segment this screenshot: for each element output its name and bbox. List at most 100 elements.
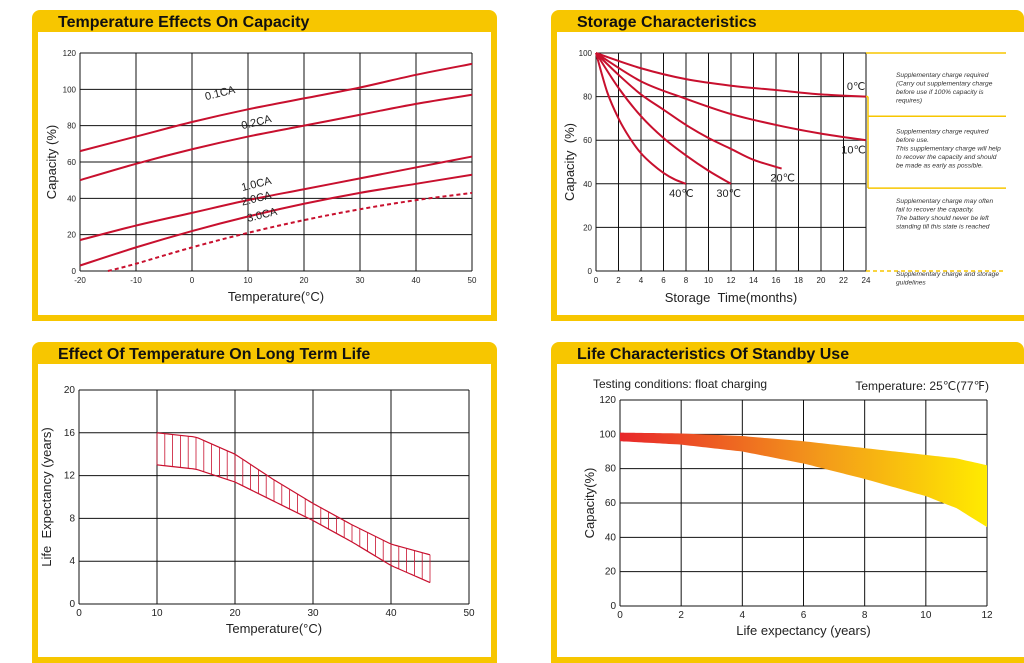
annotation-text: Supplementary charge may often [896, 198, 993, 205]
x-tick-label: 2 [616, 276, 621, 285]
x-tick-label: 18 [794, 276, 803, 285]
x-tick-label: 4 [639, 276, 644, 285]
panel-title: Effect Of Temperature On Long Term Life [58, 346, 371, 363]
capacity-band [620, 432, 987, 528]
x-tick-label: 0 [190, 276, 195, 285]
series-line [595, 52, 867, 98]
x-tick-label: 30 [356, 276, 365, 285]
temperature-capacity-chart: -20 -10 0 10 20 30 40 50 0 20 40 60 80 100 120 Temperat… [44, 49, 477, 304]
x-tick-label: 12 [981, 610, 993, 621]
annotation-text: guidelines [896, 280, 926, 287]
series-label: 40℃ [669, 188, 694, 200]
y-tick-label: 80 [605, 464, 617, 475]
x-axis-label: Storage Time(months) [665, 290, 797, 305]
series-line [79, 62, 473, 153]
y-tick-label: 80 [583, 93, 592, 102]
panel-frame [551, 32, 1024, 321]
y-tick-label: 100 [579, 49, 593, 58]
x-tick-label: 12 [727, 276, 736, 285]
y-tick-label: 8 [69, 513, 75, 524]
series-label: 3.0CA [246, 206, 279, 225]
x-tick-label: 0 [594, 276, 599, 285]
x-tick-label: 30 [307, 608, 319, 619]
annotation-text: (Carry out supplementary charge [896, 80, 993, 87]
x-tick-label: 22 [839, 276, 848, 285]
x-tick-label: 20 [300, 276, 309, 285]
x-axis-label: Temperature(°C) [226, 621, 322, 636]
y-tick-label: 40 [583, 180, 592, 189]
series-label: 0.2CA [240, 113, 273, 132]
y-tick-label: 100 [63, 85, 77, 94]
series-line [595, 52, 732, 185]
series-line [595, 52, 782, 170]
y-tick-label: 20 [605, 567, 617, 578]
y-axis-label: Capacity (%) [562, 123, 577, 201]
series-line [79, 173, 473, 267]
annotation-text: Supplementary charge required [896, 128, 989, 135]
x-tick-label: 8 [862, 610, 868, 621]
y-tick-label: 0 [72, 267, 77, 276]
x-tick-label: 14 [749, 276, 758, 285]
panel-frame [551, 364, 1024, 663]
panel-title: Storage Characteristics [577, 14, 757, 31]
series-label: 20℃ [770, 173, 795, 185]
x-tick-label: 4 [740, 610, 746, 621]
series-line [107, 191, 473, 272]
annotation-text: Supplementary charge required [896, 72, 989, 79]
x-tick-label: 6 [801, 610, 807, 621]
series-label: 0.1CA [204, 84, 237, 103]
series-label: 10℃ [841, 144, 866, 156]
annotation-text: fail to recover the capacity. [896, 207, 974, 214]
x-tick-label: 10 [704, 276, 713, 285]
y-tick-label: 20 [583, 223, 592, 232]
x-tick-label: 8 [684, 276, 689, 285]
x-tick-label: 24 [862, 276, 871, 285]
long-term-life-chart: 0 10 20 30 40 50 0 4 8 12 16 20 Temperature(°C) Life … [39, 385, 475, 636]
y-tick-label: 100 [599, 429, 616, 440]
x-tick-label: 0 [76, 608, 82, 619]
annotation-text: before use if 100% capacity is [896, 89, 984, 96]
x-tick-label: 40 [412, 276, 421, 285]
y-tick-label: 60 [583, 136, 592, 145]
y-axis-label: Life Expectancy (years) [39, 427, 54, 566]
panel-long-term-life: Effect Of Temperature On Long Term Life … [32, 342, 497, 663]
x-tick-label: 50 [463, 608, 475, 619]
y-tick-label: 80 [67, 122, 76, 131]
y-tick-label: 20 [64, 385, 76, 396]
test-condition-label: Testing conditions: float charging [593, 377, 767, 391]
series-line [595, 52, 867, 142]
y-tick-label: 40 [67, 194, 76, 203]
storage-chart: 0 2 4 6 8 10 12 14 16 18 20 22 24020406080100Storage… [562, 49, 1006, 305]
panel-temperature-capacity: Temperature Effects On Capacity -20 -10 0 1… [32, 10, 497, 321]
x-tick-label: 10 [244, 276, 253, 285]
x-axis-label: Temperature(°C) [228, 289, 324, 304]
annotation-text: This supplementary charge will help [896, 145, 1001, 152]
x-tick-label: -20 [74, 276, 86, 285]
y-axis-label: Capacity (%) [44, 125, 59, 199]
panel-frame [32, 32, 497, 321]
annotation-text: requires) [896, 97, 922, 104]
y-tick-label: 60 [605, 498, 617, 509]
annotation-text: be made as early as possible. [896, 162, 983, 169]
series-line [79, 155, 473, 242]
x-tick-label: 6 [661, 276, 666, 285]
series-label: 0℃ [847, 81, 865, 93]
y-tick-label: 20 [67, 231, 76, 240]
y-tick-label: 12 [64, 471, 76, 482]
annotation-text: standing till this state is reached [896, 224, 990, 231]
series-label: 30℃ [716, 188, 741, 200]
y-tick-label: 120 [599, 395, 616, 406]
y-axis-label: Capacity(%) [582, 468, 597, 539]
x-axis-label: Life expectancy (years) [736, 623, 870, 638]
x-tick-label: 50 [468, 276, 477, 285]
annotation-text: before use. [896, 137, 929, 144]
x-tick-label: 20 [817, 276, 826, 285]
y-tick-label: 0 [610, 601, 616, 612]
x-tick-label: 20 [229, 608, 241, 619]
series-line [79, 93, 473, 182]
band-lower-line [156, 464, 431, 584]
annotation-text: The battery should never be left [896, 215, 990, 222]
x-tick-label: 10 [151, 608, 163, 619]
panel-standby-life: Life Characteristics Of Standby Use 0 2 4 6… [551, 342, 1024, 663]
